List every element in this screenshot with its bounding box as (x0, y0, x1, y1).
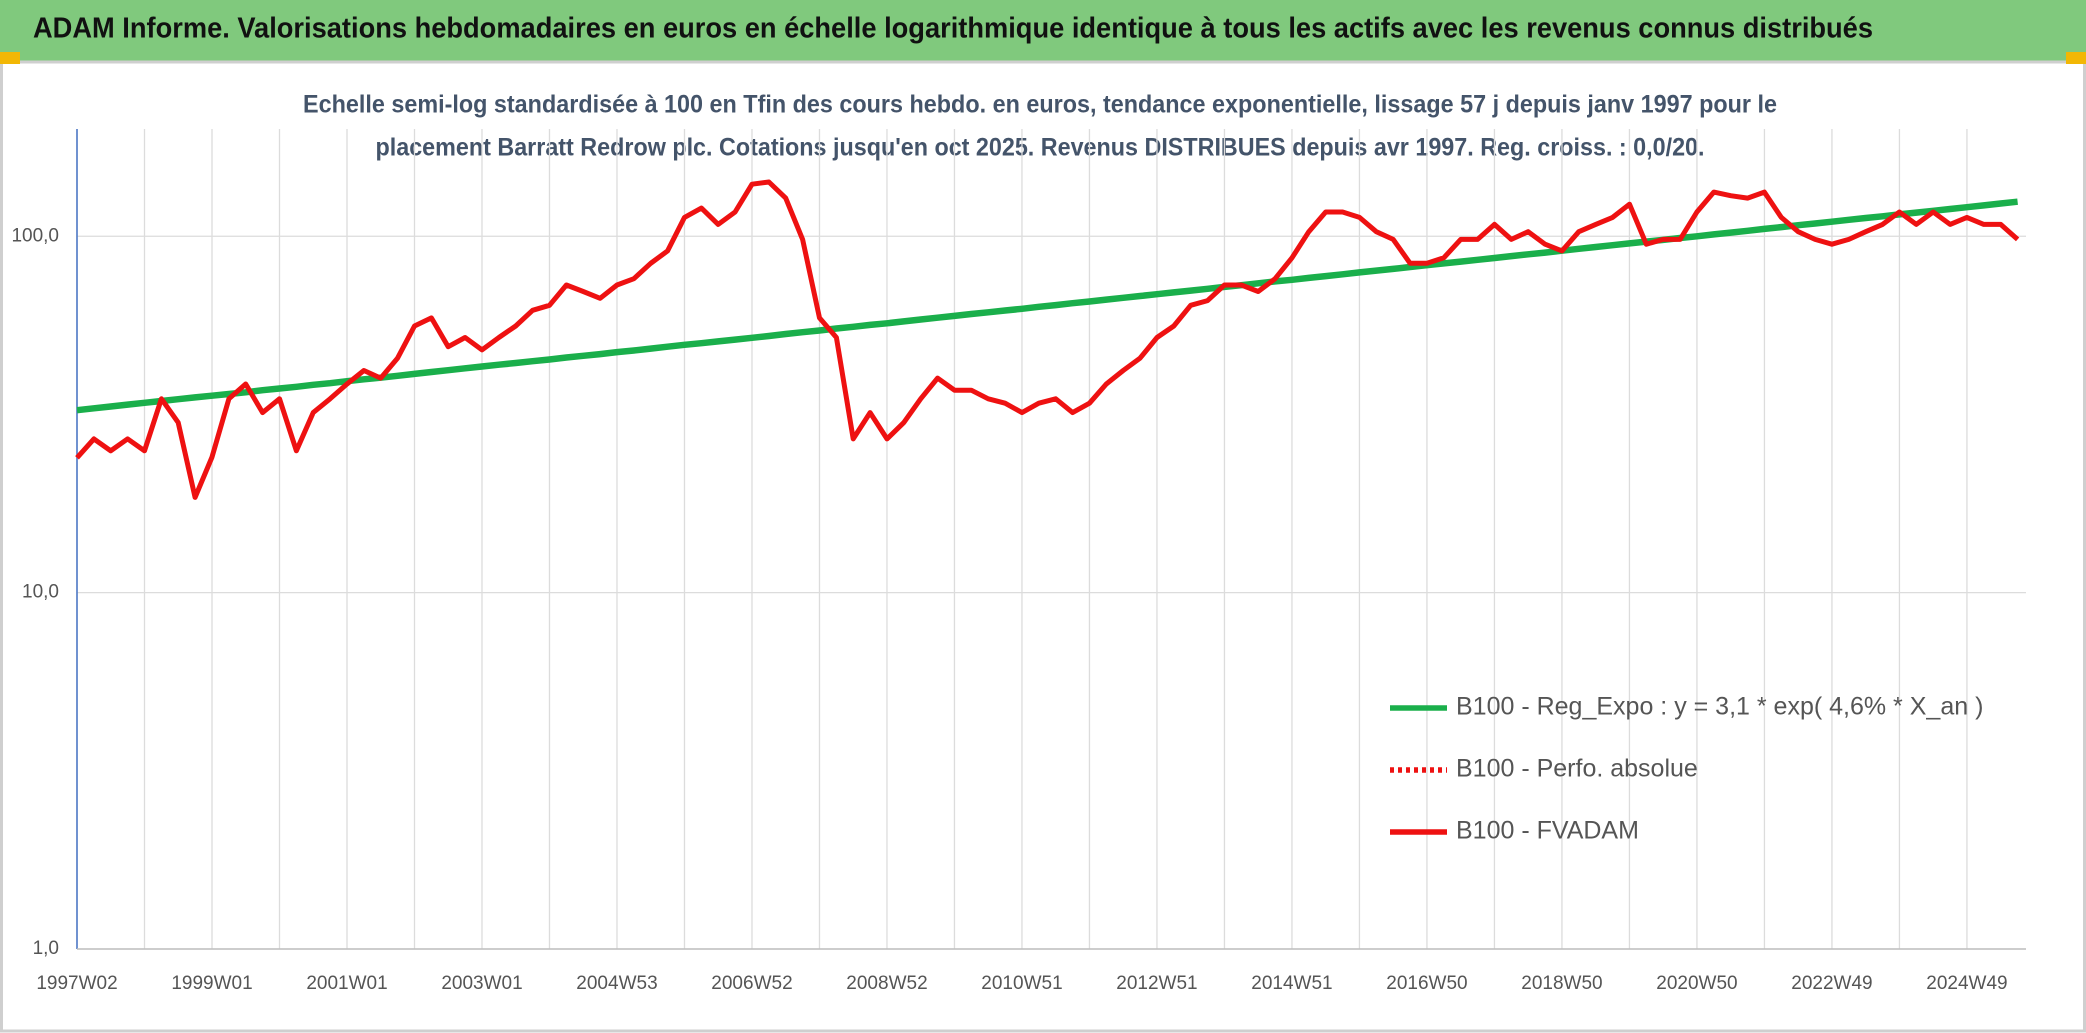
corner (0, 52, 20, 64)
x-tick-label: 1997W02 (36, 973, 117, 994)
series-line (76, 198, 2018, 414)
legend-label: B100 - Perfo. absolue (1456, 755, 1698, 783)
frame (0, 60, 2086, 1033)
x-tick-label: 2003W01 (441, 973, 522, 994)
header-title: ADAM Informe. Valorisations hebdomadaire… (33, 13, 1873, 45)
x-tick-label: 1999W01 (171, 973, 252, 994)
x-tick-label: 2008W52 (846, 973, 927, 994)
x-tick-label: 2018W50 (1521, 973, 1602, 994)
y-tick-label: 10,0 (22, 582, 59, 603)
chart-title: Echelle semi-log standardisée à 100 en T… (303, 91, 1777, 119)
x-tick-label: 2012W51 (1116, 973, 1197, 994)
y-tick-label: 1,0 (33, 938, 59, 959)
x-tick-label: 2024W49 (1926, 973, 2007, 994)
legend-label: B100 - Reg_Expo : y = 3,1 * exp( 4,6% * … (1456, 693, 1983, 721)
corner (2066, 52, 2086, 64)
x-tick-label: 2020W50 (1656, 973, 1737, 994)
x-tick-label: 2006W52 (711, 973, 792, 994)
x-tick-label: 2004W53 (576, 973, 657, 994)
y-tick-label: 100,0 (11, 225, 59, 246)
x-tick-label: 2022W49 (1791, 973, 1872, 994)
x-tick-label: 2001W01 (306, 973, 387, 994)
series-line (75, 179, 2020, 500)
legend-label: B100 - FVADAM (1456, 817, 1639, 845)
x-tick-label: 2014W51 (1251, 973, 1332, 994)
x-tick-label: 2016W50 (1386, 973, 1467, 994)
chart-title: placement Barratt Redrow plc. Cotations … (376, 134, 1705, 162)
x-tick-label: 2010W51 (981, 973, 1062, 994)
header-bar (0, 0, 2086, 62)
